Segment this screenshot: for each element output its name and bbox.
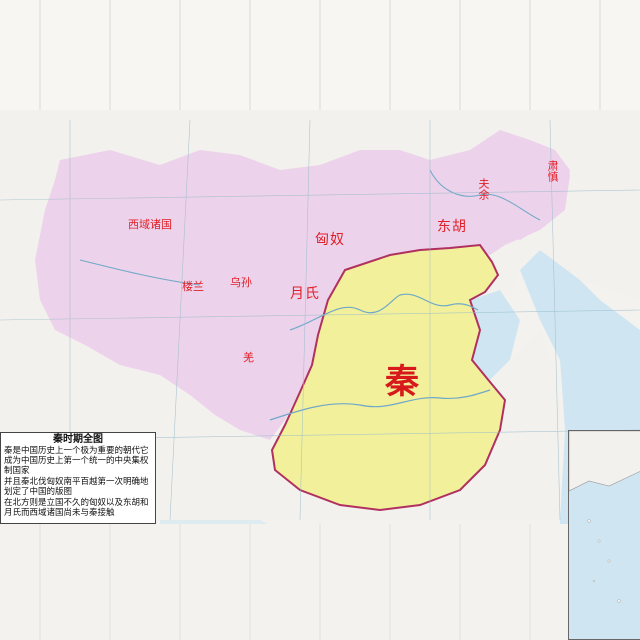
label-fuyu: 夫余 <box>477 178 490 200</box>
legend-title: 秦时期全图 <box>53 434 103 445</box>
steppe-region <box>35 150 570 440</box>
label-loulan: 楼兰 <box>182 280 204 293</box>
label-wusun: 乌孙 <box>230 276 252 289</box>
inset-islands <box>587 519 621 603</box>
legend-paragraph: 在北方则是立国不久的匈奴以及东胡和月氏而西域诸国尚未与秦接触 <box>4 498 149 518</box>
distortion-streaks-bottom <box>39 524 531 640</box>
label-yuezhi: 月氏 <box>290 286 320 302</box>
label-qiang: 羌 <box>243 351 254 364</box>
label-donghu: 东胡 <box>437 219 467 235</box>
inset-coast <box>569 431 640 492</box>
distortion-streaks <box>39 0 601 110</box>
northern-river <box>429 169 541 221</box>
legend-paragraph: 秦是中国历史上一个极为重要的朝代它成为中国历史上第一个统一的中央集权制国家 <box>4 446 149 476</box>
distorted-bottom-strip <box>0 524 568 640</box>
qin-territory <box>270 243 507 512</box>
yellow-river <box>289 293 479 331</box>
tarim-river <box>79 259 201 286</box>
map-legend: 秦时期全图 秦是中国历史上一个极为重要的朝代它成为中国历史上第一个统一的中央集权… <box>0 432 156 524</box>
label-qin: 秦 <box>385 362 419 402</box>
graticule <box>0 119 640 521</box>
label-western-regions: 西域诸国 <box>128 218 172 231</box>
inset-map <box>568 430 640 640</box>
label-sushen: 肃慎 <box>546 160 559 182</box>
label-xiongnu: 匈奴 <box>315 232 345 248</box>
northeast-region <box>470 130 570 240</box>
yangtze-river <box>269 389 491 421</box>
legend-paragraph: 并且秦北伐匈奴南平百越第一次明确地划定了中国的版图 <box>4 477 149 497</box>
inset-map-drawing <box>569 431 640 603</box>
